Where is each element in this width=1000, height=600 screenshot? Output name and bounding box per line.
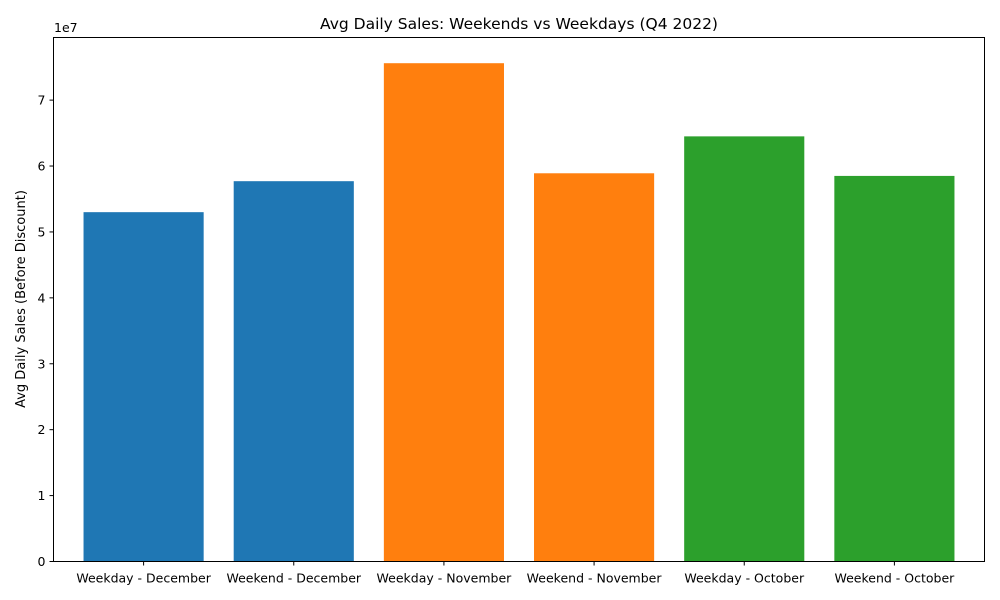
x-axis-ticks: Weekday - December Weekend - December Week… [76,561,955,586]
x-tick-label: Weekday - November [377,571,513,586]
bar-weekday-november [383,63,504,562]
y-tick-label: 0 [38,554,46,569]
bars-group [83,63,955,562]
bar-weekday-december [83,212,204,562]
y-tick-label: 3 [38,356,46,371]
y-axis-label: Avg Daily Sales (Before Discount) [14,190,29,408]
bar-weekend-november [534,173,655,562]
x-tick-label: Weekend - November [527,571,663,586]
bar-weekend-october [834,175,955,562]
y-axis-ticks: 0 1 2 3 4 5 6 7 [38,93,54,569]
x-tick-label: Weekend - October [834,571,955,586]
bar-weekend-december [233,181,354,562]
y-tick-label: 5 [38,224,46,239]
x-tick-label: Weekday - December [76,571,211,586]
y-tick-label: 2 [38,422,46,437]
y-tick-label: 4 [38,290,46,305]
x-tick-label: Weekend - December [226,571,361,586]
plot-frame [53,37,985,562]
y-tick-label: 1 [38,488,46,503]
y-tick-label: 6 [38,159,46,174]
chart-title: Avg Daily Sales: Weekends vs Weekdays (Q… [320,15,718,33]
x-tick-label: Weekday - October [684,571,805,586]
bar-weekday-october [684,136,805,562]
y-tick-label: 7 [38,93,46,108]
y-offset-label: 1e7 [54,20,78,35]
